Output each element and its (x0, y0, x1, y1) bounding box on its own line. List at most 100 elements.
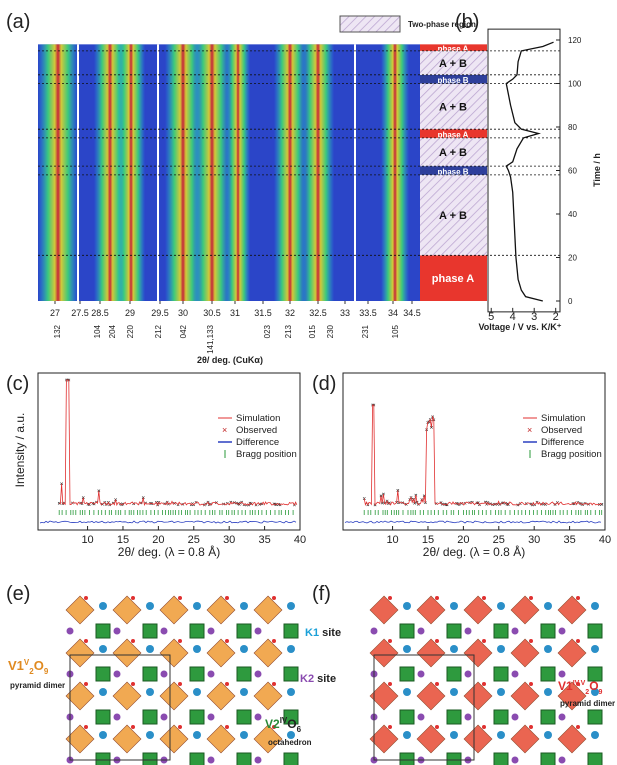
octahedron (446, 709, 462, 725)
text: V (24, 658, 30, 667)
polyhedron (416, 595, 446, 625)
o-atom (131, 725, 135, 729)
y-axis-label: Time / h (592, 153, 602, 187)
x-tick-label: 31 (230, 308, 240, 318)
hkl-label: 023 (263, 324, 272, 338)
o-atom (482, 725, 486, 729)
x-tick-label: 27 (50, 308, 60, 318)
k1-atom (497, 688, 505, 696)
polyhedron (159, 638, 189, 668)
polyhedron (206, 681, 236, 711)
k1-atom (287, 602, 295, 610)
k1-atom (146, 645, 154, 653)
k2-atom (417, 670, 425, 678)
o-atom (576, 639, 580, 643)
k1-atom (450, 731, 458, 739)
legend-text: Simulation (236, 413, 280, 424)
y-axis-label: Intensity / a.u. (13, 413, 27, 488)
k1-atom (287, 731, 295, 739)
plot-frame (342, 372, 606, 531)
polyhedron (253, 724, 283, 754)
k2-atom (417, 713, 425, 721)
heatmap-band (117, 44, 145, 301)
hkl-label: 141,133 (206, 324, 215, 353)
k2-atom (464, 627, 472, 635)
polyhedron (206, 724, 236, 754)
o-atom (576, 596, 580, 600)
phase-box (420, 83, 487, 130)
polyhedron (510, 724, 540, 754)
phase-label: A + B (439, 210, 467, 222)
difference-line (39, 520, 297, 524)
legend-key: × (527, 425, 532, 435)
octahedron (283, 709, 299, 725)
octahedron (446, 623, 462, 639)
heatmap-band (302, 44, 334, 301)
polyhedron (159, 724, 189, 754)
octahedron (493, 666, 509, 682)
octahedron (493, 709, 509, 725)
x-axis-label: 2θ/ deg. (λ = 0.8 Å) (423, 544, 525, 559)
o-atom (84, 596, 88, 600)
polyhedron (416, 681, 446, 711)
polyhedron (557, 638, 587, 668)
x-tick-label: 27.5 (71, 308, 89, 318)
heatmap-band (381, 44, 409, 301)
k2-atom (417, 627, 425, 635)
polyhedron (463, 724, 493, 754)
phase-box (420, 44, 487, 51)
k2-atom (254, 627, 262, 635)
x-tick-label: 5 (488, 311, 494, 323)
octahedron (236, 752, 252, 765)
x-tick-label: 10 (386, 534, 398, 546)
k1-atom (240, 602, 248, 610)
x-tick-label: 2 (553, 311, 559, 323)
o-atom (272, 596, 276, 600)
phase-box (420, 50, 487, 75)
phase-box (420, 137, 487, 167)
phase-label: A + B (439, 101, 467, 113)
polyhedron (369, 638, 399, 668)
structure-label: V2IVO6 (265, 716, 302, 734)
x-tick-label: 32.5 (309, 308, 327, 318)
o-atom (84, 682, 88, 686)
crystal-structures (65, 595, 603, 765)
octahedron (189, 709, 205, 725)
phase-label: A + B (439, 147, 467, 159)
octahedron (399, 666, 415, 682)
o-atom (435, 682, 439, 686)
phase-box (420, 166, 487, 175)
phase-label: phase B (437, 76, 468, 85)
k1-atom (146, 731, 154, 739)
polyhedron (463, 595, 493, 625)
k1-atom (99, 645, 107, 653)
k1-atom (287, 688, 295, 696)
o-atom (225, 596, 229, 600)
x-tick-label: 10 (81, 534, 93, 546)
o-atom (529, 725, 533, 729)
octahedron (142, 666, 158, 682)
hkl-label: 231 (361, 324, 370, 338)
x-tick-label: 4 (510, 311, 516, 323)
x-tick-label: 30 (528, 534, 540, 546)
structure-note: pyramid dimer (560, 699, 615, 708)
phase-label: A + B (439, 58, 467, 70)
o-atom (482, 639, 486, 643)
panel-label: (c) (6, 373, 29, 395)
polyhedron (112, 681, 142, 711)
y-tick-label: 80 (568, 123, 577, 132)
octahedron (587, 709, 603, 725)
octahedron (446, 666, 462, 682)
legend-text: Bragg position (236, 449, 297, 460)
polyhedron (253, 681, 283, 711)
k2-atom (558, 713, 566, 721)
hkl-label: 132 (53, 324, 62, 338)
y-tick-label: 100 (568, 80, 582, 89)
phase-box (420, 74, 487, 84)
text: 2 (585, 689, 589, 696)
hkl-label: 042 (179, 324, 188, 338)
k1-atom (193, 731, 201, 739)
legend-key: × (222, 425, 227, 435)
octahedron (189, 666, 205, 682)
text: 9 (599, 689, 603, 696)
